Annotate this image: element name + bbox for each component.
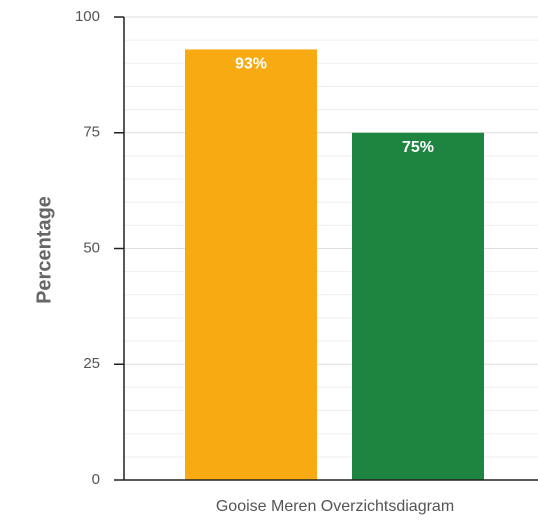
- bars: [185, 49, 484, 480]
- y-tick-label: 25: [83, 355, 100, 372]
- y-ticks: 0 25 50 75 100: [75, 8, 124, 488]
- y-tick-label: 75: [83, 124, 100, 141]
- y-tick-label: 50: [83, 239, 100, 256]
- x-axis-label: Gooise Meren Overzichtsdiagram: [216, 498, 454, 515]
- y-axis-title: Percentage: [33, 196, 55, 304]
- bar-value-label: 75%: [402, 139, 434, 156]
- data-labels: 93% 75%: [235, 55, 434, 155]
- bar: [185, 49, 317, 480]
- bar-value-label: 93%: [235, 55, 267, 72]
- y-tick-label: 0: [92, 471, 100, 488]
- bar: [352, 132, 484, 480]
- y-tick-label: 100: [75, 8, 100, 25]
